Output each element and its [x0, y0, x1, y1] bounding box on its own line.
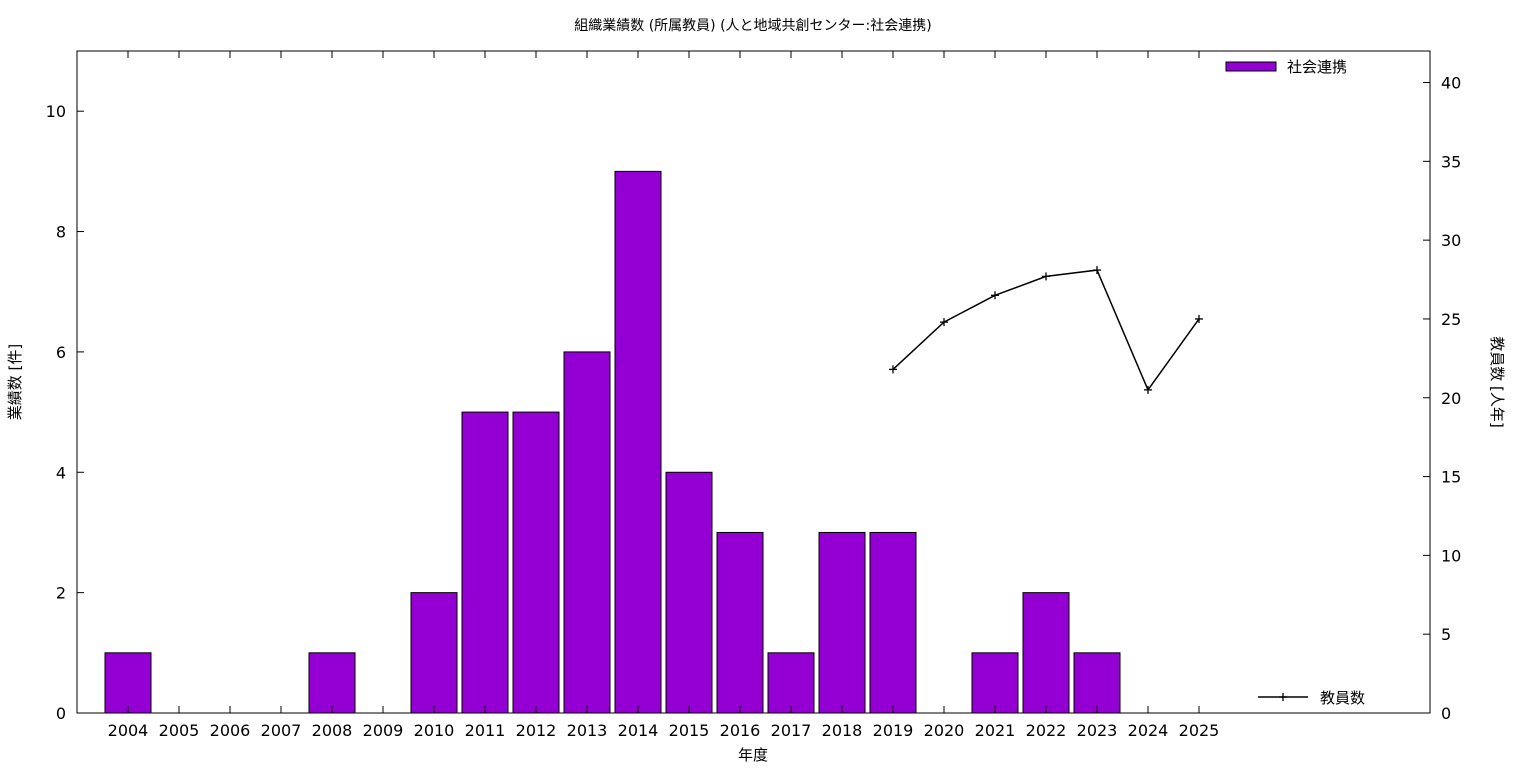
bar-2021 — [971, 652, 1019, 714]
x-tick-label: 2022 — [1026, 721, 1067, 740]
y2-tick-label: 15 — [1441, 468, 1461, 487]
legend-bar-series: 社会連携 — [1225, 58, 1347, 76]
x-tick-label: 2010 — [414, 721, 455, 740]
x-axis-title: 年度 — [738, 746, 768, 764]
x-tick-label: 2013 — [567, 721, 608, 740]
y2-axis-title: 教員数 [人年] — [1488, 336, 1506, 427]
line-point-2021 — [991, 291, 999, 300]
x-tick-label: 2007 — [261, 721, 302, 740]
bar-2008 — [308, 652, 356, 714]
legend-bar-swatch — [1225, 61, 1277, 72]
y-tick-label: 0 — [56, 704, 66, 723]
bar-2010 — [410, 592, 458, 714]
right-axis: 0 5 10 15 20 25 30 35 40 — [1423, 74, 1461, 723]
x-tick-label: 2018 — [822, 721, 863, 740]
y2-tick-label: 5 — [1441, 625, 1451, 644]
y-axis-title: 業績数 [件] — [6, 344, 24, 420]
left-axis: 0 2 4 6 8 10 — [46, 102, 84, 723]
x-tick-label: 2005 — [159, 721, 200, 740]
line-series — [889, 266, 1203, 394]
x-tick-label: 2008 — [312, 721, 353, 740]
legend-bar-label: 社会連携 — [1287, 58, 1347, 76]
bar-2016 — [716, 531, 764, 714]
y2-tick-label: 40 — [1441, 74, 1461, 93]
y2-tick-label: 10 — [1441, 546, 1461, 565]
x-tick-label: 2006 — [210, 721, 251, 740]
line-point-2024 — [1144, 385, 1152, 394]
legend-line-series: 教員数 — [1258, 689, 1365, 707]
bar-2014 — [614, 170, 662, 714]
bar-2018 — [818, 531, 866, 714]
bar-2013 — [563, 351, 611, 714]
x-tick-label: 2011 — [465, 721, 506, 740]
y-tick-label: 4 — [56, 463, 66, 482]
line-point-2025 — [1195, 314, 1203, 323]
y2-tick-label: 30 — [1441, 231, 1461, 250]
x-tick-label: 2016 — [720, 721, 761, 740]
x-tick-label: 2009 — [363, 721, 404, 740]
x-tick-label: 2017 — [771, 721, 812, 740]
bar-2022 — [1022, 592, 1070, 714]
bar-2019 — [869, 531, 917, 714]
bar-2023 — [1073, 652, 1121, 714]
y-tick-label: 8 — [56, 223, 66, 242]
x-tick-label: 2015 — [669, 721, 710, 740]
chart-title: 組織業績数 (所属教員) (人と地域共創センター:社会連携) — [574, 18, 931, 34]
x-tick-label: 2014 — [618, 721, 659, 740]
x-tick-label: 2021 — [975, 721, 1016, 740]
bar-2017 — [767, 652, 815, 714]
x-tick-label: 2004 — [108, 721, 149, 740]
line-path — [892, 269, 1200, 392]
y2-tick-label: 35 — [1441, 152, 1461, 171]
x-tick-label: 2023 — [1077, 721, 1118, 740]
plot-frame — [76, 50, 1431, 714]
y2-tick-label: 20 — [1441, 389, 1461, 408]
y2-tick-label: 25 — [1441, 310, 1461, 329]
line-point-2019 — [889, 365, 897, 374]
y-tick-label: 2 — [56, 584, 66, 603]
bar-2015 — [665, 471, 713, 714]
x-tick-label: 2024 — [1128, 721, 1169, 740]
x-tick-label: 2012 — [516, 721, 557, 740]
legend-line-label: 教員数 — [1320, 689, 1365, 707]
bar-2004 — [104, 652, 152, 714]
y2-tick-label: 0 — [1441, 704, 1451, 723]
line-point-2020 — [940, 318, 948, 327]
y-tick-label: 6 — [56, 343, 66, 362]
x-tick-label: 2025 — [1179, 721, 1220, 740]
y-tick-label: 10 — [46, 102, 66, 121]
bar-2011 — [461, 411, 509, 714]
line-point-2023 — [1093, 266, 1101, 275]
x-axis: 2004 2005 2006 2007 2008 2009 2010 2011 2012 2013… — [108, 51, 1220, 740]
bar-series — [104, 170, 1121, 714]
line-point-2022 — [1042, 272, 1050, 281]
x-tick-label: 2020 — [924, 721, 965, 740]
bar-2012 — [512, 411, 560, 714]
x-tick-label: 2019 — [873, 721, 914, 740]
